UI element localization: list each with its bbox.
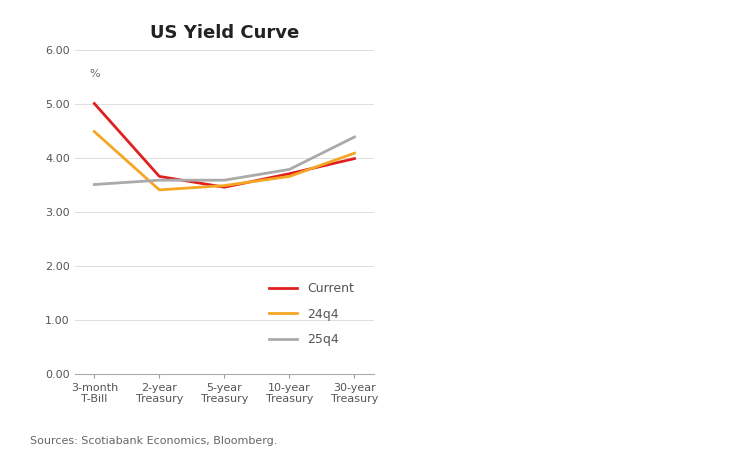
24q4 — [350, 150, 359, 156]
25q4 — [90, 182, 99, 187]
25q4 — [350, 134, 359, 140]
24q4 — [90, 129, 99, 134]
Text: %: % — [90, 69, 100, 79]
Text: Sources: Scotiabank Economics, Bloomberg.: Sources: Scotiabank Economics, Bloomberg… — [30, 436, 278, 446]
24q4 — [285, 174, 294, 179]
Current — [220, 184, 229, 190]
Title: US Yield Curve: US Yield Curve — [150, 24, 299, 42]
24q4 — [155, 187, 164, 193]
25q4 — [285, 166, 294, 172]
Line: 24q4: 24q4 — [94, 131, 355, 190]
Line: 25q4: 25q4 — [94, 137, 355, 184]
Current — [285, 171, 294, 176]
25q4 — [220, 177, 229, 183]
Current — [350, 156, 359, 161]
25q4 — [155, 177, 164, 183]
24q4 — [220, 183, 229, 188]
Current — [90, 101, 99, 106]
Line: Current: Current — [94, 104, 355, 187]
Legend: Current, 24q4, 25q4: Current, 24q4, 25q4 — [264, 277, 359, 351]
Current — [155, 174, 164, 179]
